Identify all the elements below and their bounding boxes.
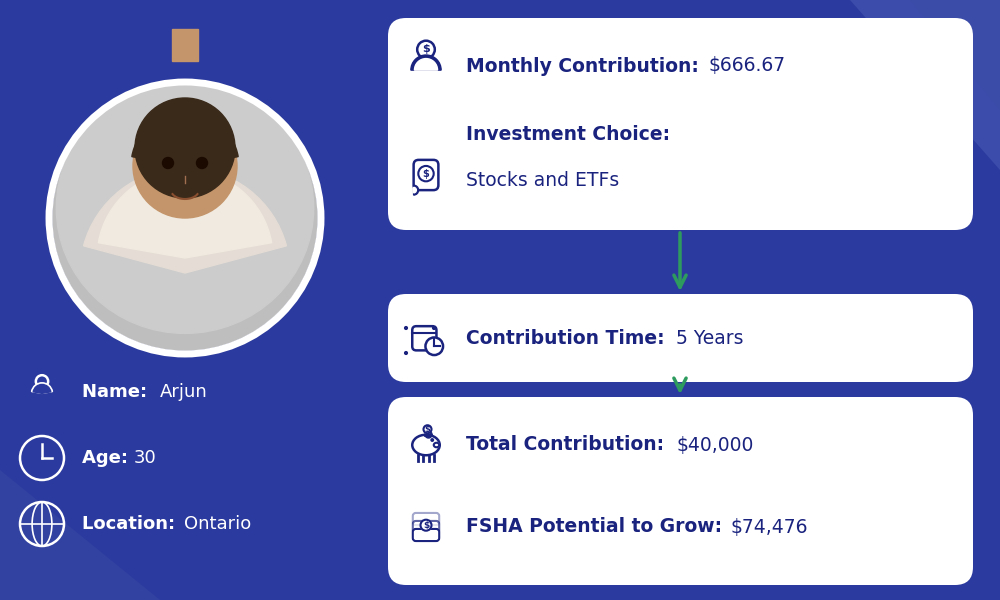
FancyBboxPatch shape <box>412 326 436 350</box>
Circle shape <box>135 98 235 198</box>
FancyBboxPatch shape <box>388 18 973 230</box>
Text: $: $ <box>422 44 430 55</box>
Circle shape <box>133 114 237 218</box>
Wedge shape <box>414 187 416 193</box>
FancyBboxPatch shape <box>413 521 439 533</box>
Circle shape <box>425 431 432 438</box>
Text: FSHA Potential to Grow:: FSHA Potential to Grow: <box>466 517 729 536</box>
Wedge shape <box>414 59 438 70</box>
Circle shape <box>53 86 317 350</box>
Polygon shape <box>0 470 160 600</box>
Circle shape <box>405 326 407 329</box>
Text: Location:: Location: <box>82 515 181 533</box>
Wedge shape <box>84 168 286 273</box>
Ellipse shape <box>56 83 314 334</box>
Text: Name:: Name: <box>82 383 153 401</box>
Circle shape <box>423 425 432 433</box>
Polygon shape <box>910 0 1000 110</box>
Wedge shape <box>32 383 52 394</box>
Circle shape <box>196 157 208 169</box>
Text: $: $ <box>423 521 429 530</box>
Wedge shape <box>411 55 441 70</box>
FancyBboxPatch shape <box>413 529 439 541</box>
Wedge shape <box>98 170 272 258</box>
Polygon shape <box>850 0 1000 170</box>
Text: Total Contribution:: Total Contribution: <box>466 436 671 455</box>
Wedge shape <box>414 185 419 195</box>
Text: $666.67: $666.67 <box>708 56 785 76</box>
Ellipse shape <box>53 86 317 350</box>
Text: $: $ <box>423 169 429 179</box>
Circle shape <box>162 157 174 169</box>
Bar <box>172 29 198 61</box>
Text: $74,476: $74,476 <box>731 517 808 536</box>
FancyBboxPatch shape <box>413 513 439 525</box>
Circle shape <box>405 352 407 355</box>
Text: $: $ <box>425 425 430 434</box>
Text: Investment Choice:: Investment Choice: <box>466 125 670 145</box>
Text: Monthly Contribution:: Monthly Contribution: <box>466 56 705 76</box>
Circle shape <box>431 439 434 441</box>
Circle shape <box>433 326 435 329</box>
Text: Stocks and ETFs: Stocks and ETFs <box>466 170 619 190</box>
Text: Contribution Time:: Contribution Time: <box>466 329 671 347</box>
FancyBboxPatch shape <box>414 160 438 190</box>
FancyBboxPatch shape <box>388 294 973 382</box>
Text: Age:: Age: <box>82 449 134 467</box>
Ellipse shape <box>412 435 440 455</box>
Ellipse shape <box>434 443 439 447</box>
Circle shape <box>433 352 435 355</box>
Wedge shape <box>132 112 238 166</box>
Text: 5 Years: 5 Years <box>676 329 744 347</box>
Text: Ontario: Ontario <box>184 515 251 533</box>
Circle shape <box>425 337 443 355</box>
Text: 30: 30 <box>134 449 157 467</box>
Wedge shape <box>33 385 51 394</box>
Text: Arjun: Arjun <box>160 383 208 401</box>
Text: $40,000: $40,000 <box>676 436 753 455</box>
Circle shape <box>420 520 432 530</box>
FancyBboxPatch shape <box>388 397 973 585</box>
